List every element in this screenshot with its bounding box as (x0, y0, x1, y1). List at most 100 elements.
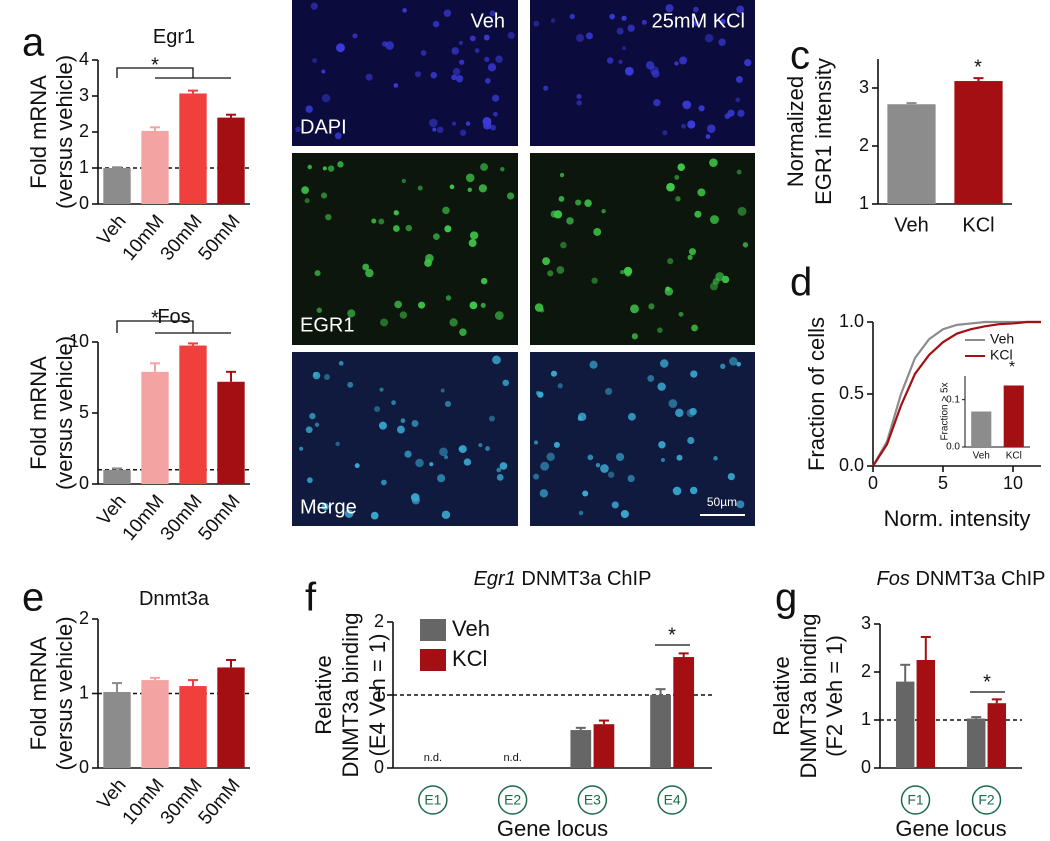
bar (887, 104, 936, 204)
cell (676, 454, 683, 461)
cell (306, 477, 313, 484)
x-tick-label: F1 (907, 792, 924, 808)
cell (660, 359, 669, 368)
cell (507, 31, 515, 40)
bar (1003, 385, 1024, 447)
cell (547, 270, 554, 277)
cell (736, 169, 742, 175)
cell (439, 447, 448, 457)
cell (627, 412, 636, 421)
cell (301, 186, 309, 194)
bar (217, 667, 245, 768)
cell (693, 20, 699, 26)
cell (492, 355, 501, 365)
x-tick-label: 5 (938, 473, 948, 493)
cell (415, 458, 424, 468)
x-tick-label: 10mM (119, 491, 169, 545)
cell (444, 400, 452, 408)
cell (424, 259, 432, 267)
cell (451, 121, 457, 126)
y-tick-label: 0.1 (946, 394, 960, 405)
cell (442, 206, 450, 215)
cell (566, 217, 574, 225)
micrograph (530, 153, 755, 345)
micrograph (292, 0, 518, 146)
panel-label: a (22, 21, 45, 65)
bar (141, 130, 169, 204)
x-tick-label: 10 (1003, 473, 1023, 493)
cell (600, 464, 609, 473)
micrograph (530, 352, 755, 526)
cell (621, 15, 627, 21)
cdf-line (872, 320, 1041, 467)
cell (440, 388, 445, 393)
cell (742, 242, 749, 248)
cell (576, 93, 582, 100)
cell (675, 196, 681, 202)
y-axis-label: (F2 Veh = 1) (822, 635, 847, 757)
cell (585, 32, 593, 40)
cell (489, 10, 496, 17)
bar (673, 657, 695, 768)
cell (405, 224, 413, 232)
cell (441, 510, 451, 520)
chart-title-text: DNMT3a ChIP (521, 568, 651, 590)
cell (627, 24, 635, 32)
cell (674, 174, 680, 180)
chart-title: Dnmt3a (139, 588, 210, 610)
cell (706, 124, 716, 133)
y-tick-label: 2 (79, 121, 89, 141)
y-tick-label: 1.0 (839, 311, 864, 331)
legend-label: KCl (990, 347, 1013, 363)
cell (620, 509, 629, 519)
cell (687, 120, 696, 129)
cell (674, 61, 679, 66)
cell (401, 178, 406, 184)
cell (736, 500, 745, 509)
cell (484, 77, 491, 84)
locus-marker (900, 785, 931, 815)
cell (443, 9, 452, 17)
y-axis-label: Normalized (783, 76, 808, 187)
cell (665, 4, 674, 13)
cell (309, 412, 316, 420)
image-column-label: Veh (471, 10, 505, 32)
y-axis-label: Fraction of cells (804, 317, 829, 471)
cell (558, 195, 565, 202)
cell (365, 73, 373, 81)
cell (496, 467, 502, 473)
cell (500, 166, 505, 172)
cell (495, 55, 503, 63)
cell (729, 357, 738, 366)
cell (459, 129, 467, 136)
cell (451, 74, 457, 81)
cell (687, 436, 695, 445)
image-row-label: DAPI (300, 116, 347, 138)
x-tick-label: 50mM (195, 775, 245, 829)
y-tick-label: 0 (79, 757, 89, 777)
cell (587, 454, 594, 461)
x-axis-label: Gene locus (895, 816, 1006, 841)
image-row-label: EGR1 (300, 314, 354, 336)
cell (595, 463, 601, 468)
y-tick-label: 1 (374, 684, 384, 704)
y-axis-label: (versus vehicle) (52, 616, 77, 770)
cell (559, 172, 565, 178)
x-tick-label: Veh (973, 451, 990, 462)
cell (556, 266, 565, 274)
cell (400, 418, 406, 424)
cell (295, 126, 301, 133)
cell (320, 192, 328, 199)
cell (737, 206, 747, 216)
cell (449, 318, 458, 327)
panel-label: d (790, 261, 812, 305)
cell (402, 8, 407, 13)
cell (709, 215, 719, 225)
x-tick-label: 30mM (157, 775, 207, 829)
cell (327, 165, 335, 172)
cell (648, 303, 655, 310)
cell (458, 445, 467, 454)
cell (622, 46, 627, 51)
cell (539, 489, 549, 498)
cell (393, 210, 399, 216)
